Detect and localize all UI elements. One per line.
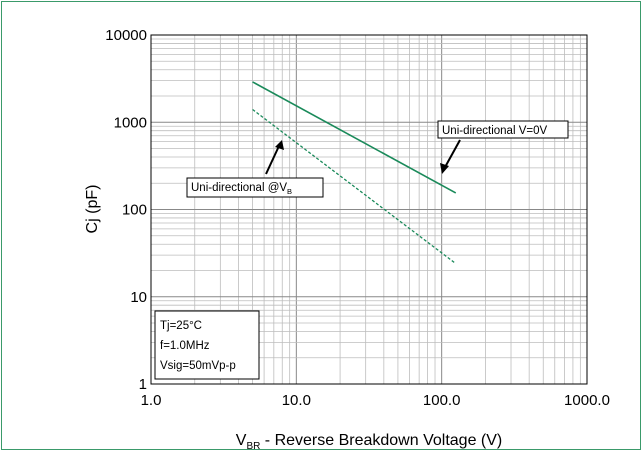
x-axis-title-main: V (236, 432, 247, 449)
annotation-vb-arrow (265, 145, 280, 175)
x-tick-label: 1.0 (141, 392, 162, 409)
annotation-v0-arrow (443, 139, 461, 170)
x-axis-title-sub: BR (246, 441, 260, 452)
condition-temperature: Tj=25°C (160, 320, 202, 332)
condition-frequency: f=1.0MHz (160, 340, 210, 352)
conditions-box-border (154, 310, 260, 380)
annotation-vb-sub: B (287, 187, 292, 196)
annotation-vb-main: Uni-directional @V (191, 182, 287, 194)
plot-border (150, 34, 588, 385)
series-line-v0 (252, 81, 457, 194)
annotation-v0-box (437, 120, 569, 139)
y-axis-title: Cj (pF) (84, 185, 101, 234)
y-tick-label: 10000 (105, 27, 147, 44)
series-line-vb (252, 108, 457, 265)
annotation-vb-box (186, 177, 324, 198)
annotation-vb-text: Uni-directional @VB (191, 182, 292, 196)
y-tick-label: 100 (122, 202, 147, 219)
annotation-v0-arrowhead (440, 163, 449, 174)
x-tick-label: 10.0 (282, 392, 311, 409)
x-axis-title-rest: - Reverse Breakdown Voltage (V) (260, 432, 502, 449)
series-layer (252, 81, 457, 265)
conditions-box: Tj=25°C f=1.0MHz Vsig=50mVp-p (154, 310, 260, 380)
y-tick-label: 10 (130, 289, 147, 306)
y-tick-label: 1 (139, 376, 147, 393)
annotation-v0: Uni-directional V=0V (437, 120, 569, 174)
annotation-vb: Uni-directional @VB (186, 140, 324, 198)
x-tick-label: 1000.0 (564, 392, 610, 409)
annotation-v0-text: Uni-directional V=0V (442, 125, 547, 137)
annotation-vb-arrowhead (275, 140, 284, 150)
y-tick-label: 1000 (114, 114, 147, 131)
condition-signal: Vsig=50mVp-p (160, 360, 236, 372)
x-axis-title: VBR - Reverse Breakdown Voltage (V) (236, 432, 502, 452)
x-tick-label: 100.0 (423, 392, 461, 409)
tick-labels: 1.0 10.0 100.0 1000.0 1 10 100 1000 10000 (105, 27, 610, 409)
